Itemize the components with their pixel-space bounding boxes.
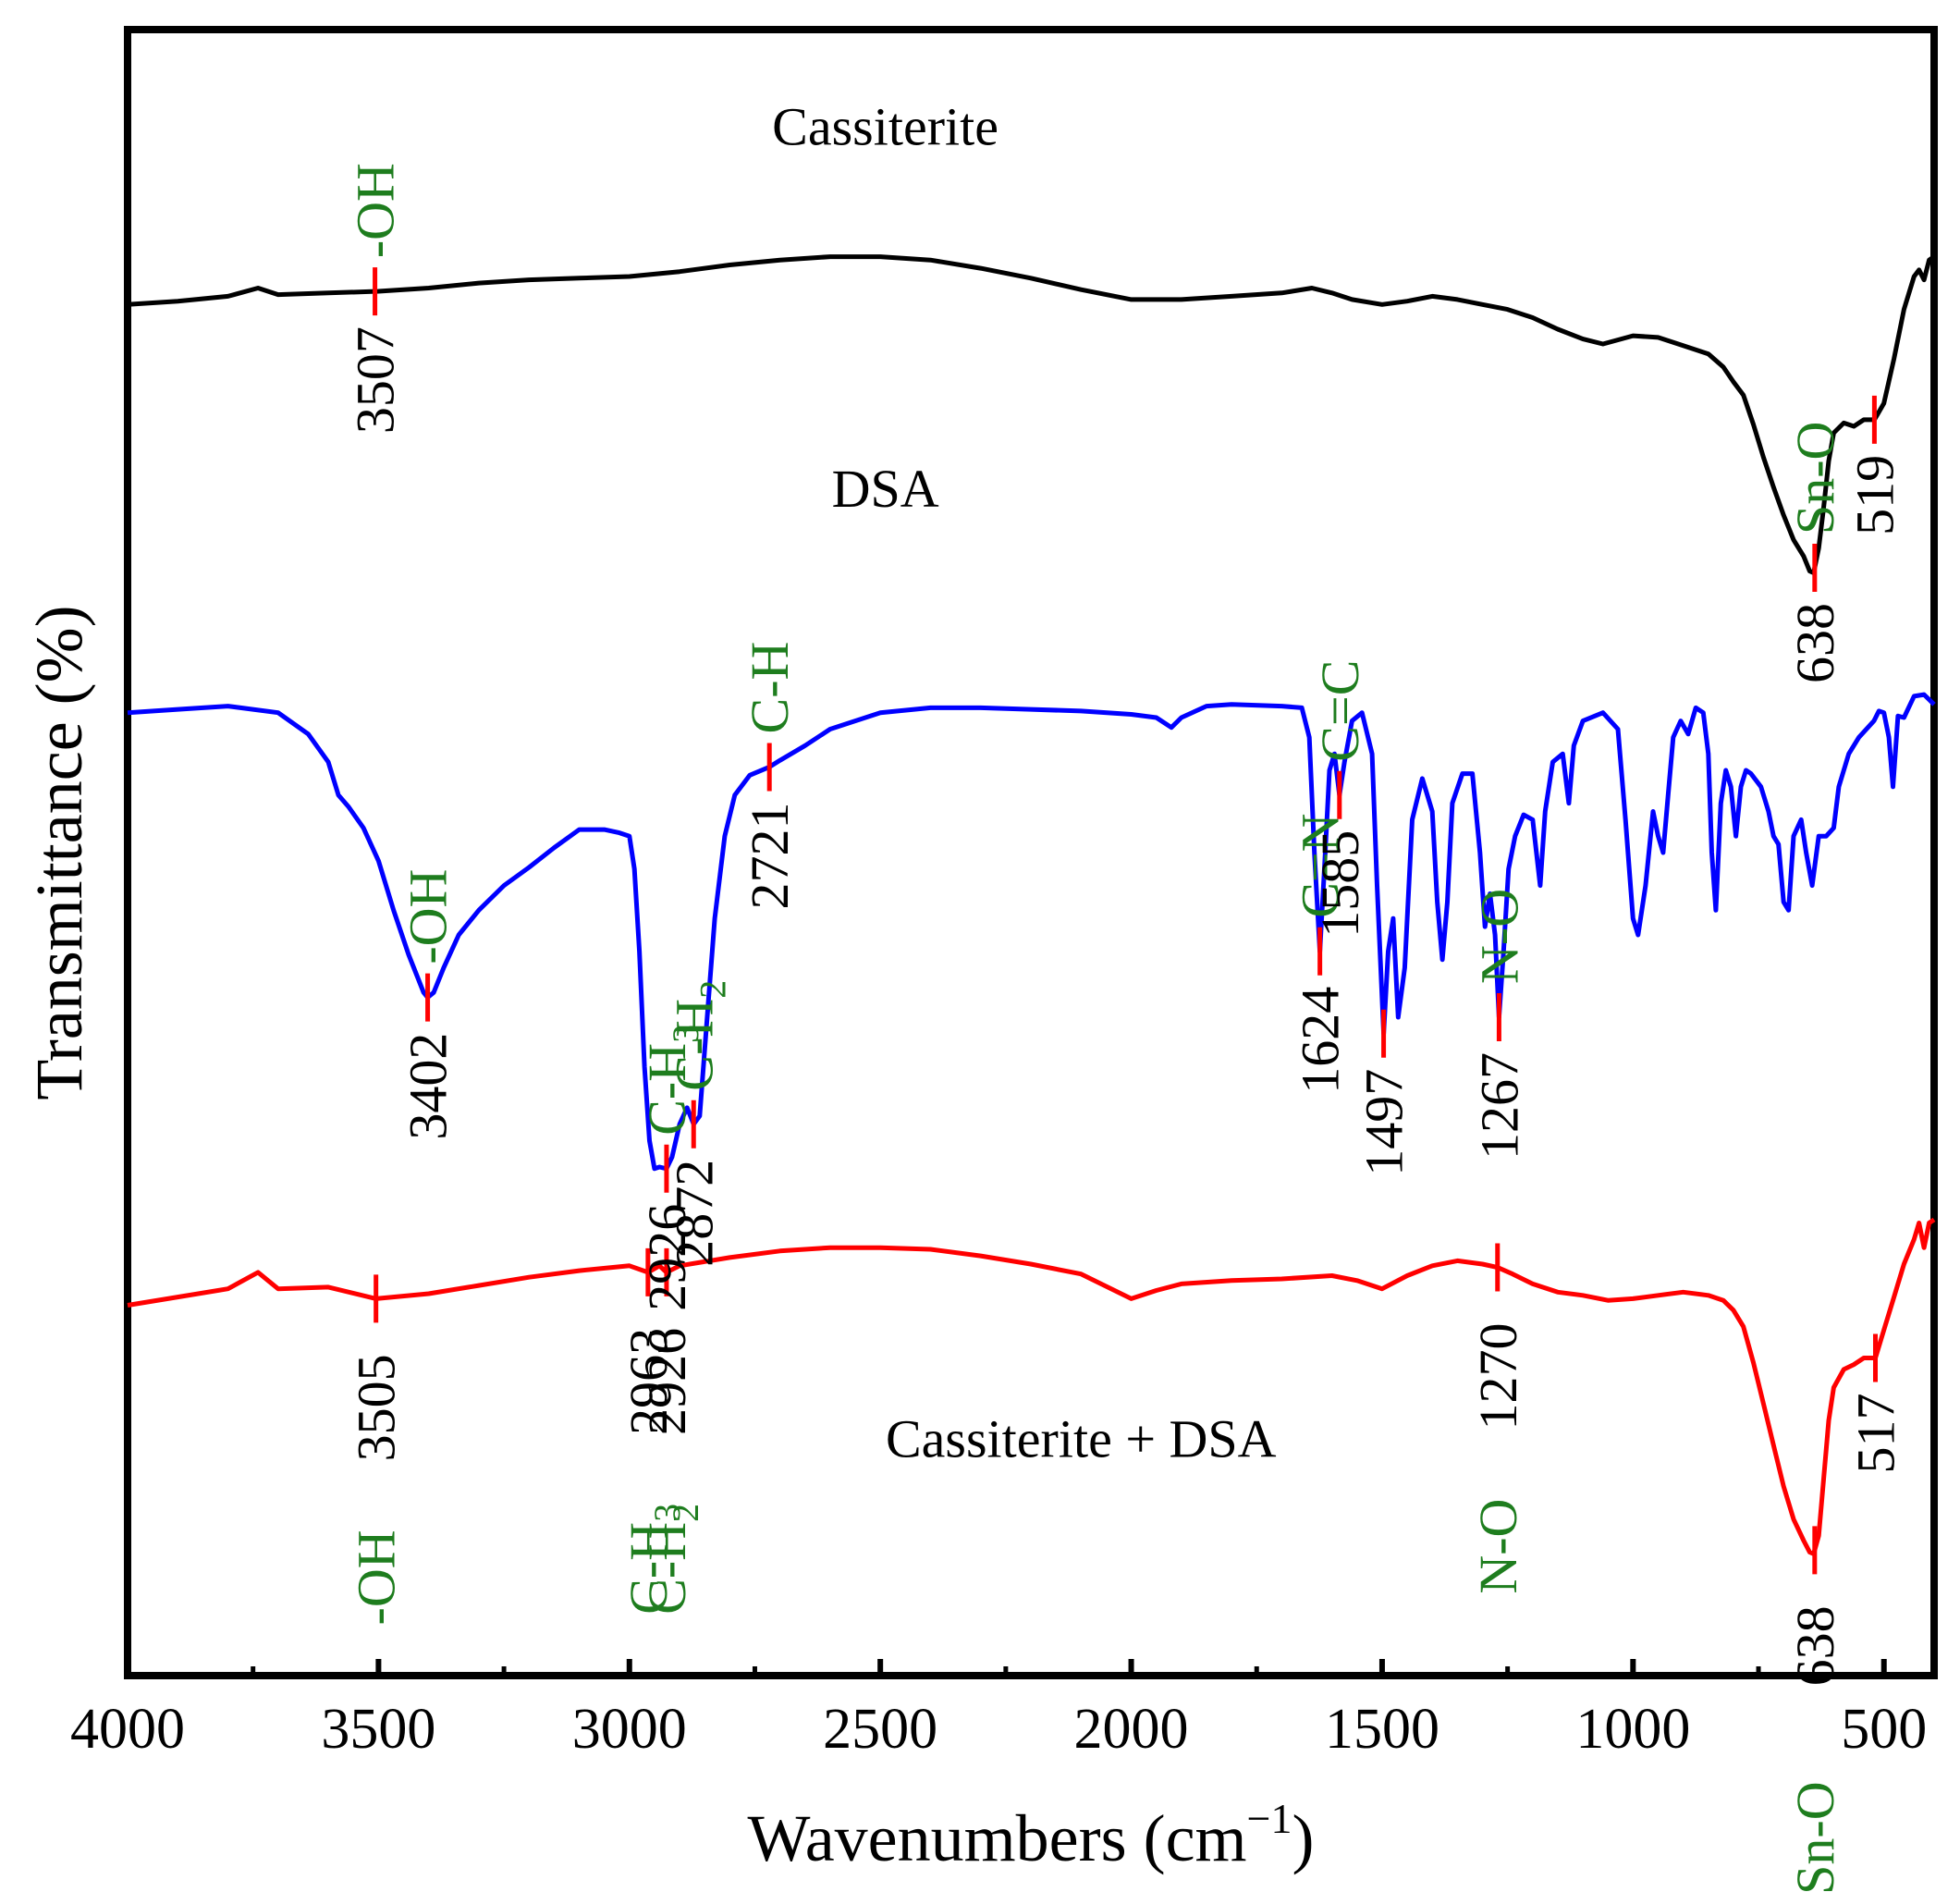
x-tick-label: 2000: [1074, 1698, 1189, 1761]
x-axis-title: Wavenumbers (cm−1): [748, 1795, 1315, 1875]
peak-label: 1624: [1291, 987, 1351, 1094]
peak-label: 2872: [664, 1160, 724, 1267]
functional-group-label: C=C: [1310, 660, 1370, 762]
series-label: Cassiterite + DSA: [886, 1408, 1277, 1468]
functional-group-label: Sn-O: [1785, 422, 1845, 534]
functional-group-label-text: C-H: [637, 1043, 697, 1136]
peak-label: 2963: [619, 1328, 679, 1435]
functional-group-label-text: -OH: [398, 869, 459, 964]
x-tick-label: 2500: [823, 1698, 937, 1761]
peak-label: 519: [1844, 455, 1905, 535]
plot-frame: [124, 26, 1938, 1679]
functional-group-label-subscript: 3: [646, 1504, 688, 1522]
peak-label-text: 1267: [1469, 1052, 1529, 1160]
peak-label: 1267: [1469, 1052, 1529, 1160]
peak-label-text: 638: [1785, 603, 1845, 683]
peak-label-text: 519: [1844, 455, 1905, 535]
x-tick-label: 3000: [572, 1698, 687, 1761]
functional-group-label-text: C-H: [740, 642, 800, 734]
peak-label-text: 638: [1785, 1605, 1845, 1686]
functional-group-label: -OH: [398, 869, 459, 964]
series-label: Cassiterite: [772, 97, 998, 157]
functional-group-label: C-H3: [637, 1025, 706, 1136]
functional-group-label: N-O: [1468, 1499, 1528, 1594]
peak-markers: [373, 267, 1878, 1575]
peak-label: 638: [1785, 1605, 1845, 1686]
functional-group-label-subscript: 3: [665, 1025, 706, 1043]
functional-group-label: C-H3: [619, 1504, 688, 1615]
functional-group-label: C-H2: [637, 1504, 706, 1615]
peak-label-text: 2872: [664, 1160, 724, 1267]
peak-label-text: 2926: [637, 1328, 697, 1435]
functional-group-label-text: N-O: [1468, 1499, 1528, 1594]
peak-label-text: 1270: [1468, 1323, 1528, 1431]
series-line-1: [127, 692, 1936, 1172]
peak-label-text: 517: [1845, 1393, 1905, 1473]
functional-group-label-subscript: 2: [665, 1504, 706, 1522]
peak-label: 3505: [347, 1354, 407, 1461]
series-label: DSA: [832, 459, 939, 519]
peak-label: 3507: [346, 326, 406, 434]
x-axis-ticks: 4000 3500 3000 2500 2000 1500 1000 500: [70, 1659, 1927, 1761]
peak-label-text: 1497: [1354, 1069, 1415, 1176]
functional-group-label-text: C=C: [1310, 660, 1370, 762]
functional-group-label-text: C-H: [619, 1522, 679, 1615]
peak-label-text: 2963: [619, 1328, 679, 1435]
peak-label-text: 1585: [1310, 830, 1370, 938]
peak-label-text: 1624: [1291, 987, 1351, 1094]
x-axis-title-tail: ): [1292, 1801, 1314, 1875]
peak-label-text: 3507: [346, 326, 406, 434]
x-axis-title-superscript: −1: [1247, 1795, 1292, 1842]
y-axis-title: Transmittance (%): [22, 605, 96, 1100]
x-tick-label: 4000: [70, 1698, 185, 1761]
functional-group-label: C=N: [1291, 814, 1351, 918]
functional-group-label-subscript: 2: [692, 980, 733, 999]
peak-label: 3402: [398, 1033, 459, 1140]
functional-group-label-text: Sn-O: [1785, 422, 1845, 534]
peak-label: 1270: [1468, 1323, 1528, 1431]
peak-label: 2721: [740, 802, 800, 909]
functional-group-label-text: -OH: [346, 163, 406, 258]
x-tick-label: 3500: [321, 1698, 435, 1761]
peak-label-text: 3402: [398, 1033, 459, 1140]
functional-group-label: N-O: [1469, 889, 1529, 984]
series-labels: Cassiterite DSA Cassiterite + DSA: [772, 97, 1276, 1469]
functional-group-label: -OH: [347, 1530, 407, 1625]
functional-group-label: Sn-O: [1785, 1781, 1845, 1892]
x-tick-label: 1500: [1325, 1698, 1439, 1761]
functional-group-label-text: Sn-O: [1785, 1781, 1845, 1892]
peak-label: 638: [1785, 603, 1845, 683]
peak-label: 1497: [1354, 1069, 1415, 1176]
x-axis-title-text: Wavenumbers (cm: [748, 1801, 1247, 1875]
functional-group-label-text: C-H: [664, 999, 724, 1091]
peak-label: 1585: [1310, 830, 1370, 938]
functional-group-label: C-H2: [664, 980, 733, 1091]
functional-group-label: -OH: [346, 163, 406, 258]
peak-label: 2926: [637, 1328, 697, 1435]
functional-group-label: C-H: [740, 642, 800, 734]
x-tick-label: 1000: [1575, 1698, 1690, 1761]
peak-label: 517: [1845, 1393, 1905, 1473]
x-tick-label: 500: [1841, 1698, 1927, 1761]
peak-label: 2926: [637, 1204, 697, 1311]
functional-group-label-text: C-H: [637, 1522, 697, 1615]
functional-group-label-text: N-O: [1469, 889, 1529, 984]
functional-group-label-text: C=N: [1291, 814, 1351, 918]
peak-label-text: 2721: [740, 802, 800, 909]
functional-group-label-text: -OH: [347, 1530, 407, 1625]
peak-label-text: 2926: [637, 1204, 697, 1311]
series-line-0: [127, 254, 1936, 575]
peak-label-text: 3505: [347, 1354, 407, 1461]
